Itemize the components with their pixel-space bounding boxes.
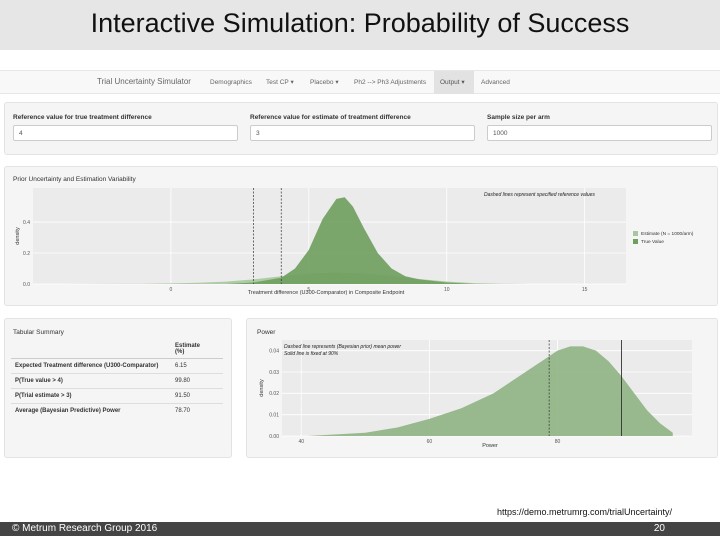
legend-swatch-estimate — [633, 231, 638, 236]
power-density-chart: 40 60 80 0.00 0.01 0.02 0.03 0.04 Dashed line r… — [259, 340, 692, 449]
power-panel-title: Power — [257, 329, 276, 336]
power-y-tick-label: 0.02 — [269, 391, 279, 397]
prior-density-chart: 0 5 10 15 0.0 0.2 0.4 Dashed lines represent s… — [15, 188, 694, 296]
prior-tick-labels: 0 5 10 15 0.0 0.2 0.4 — [23, 220, 588, 293]
nav-advanced-label: Advanced — [481, 79, 510, 86]
slide-title: Interactive Simulation: Probability of S… — [90, 8, 630, 38]
app-brand[interactable]: Trial Uncertainty Simulator — [97, 77, 191, 86]
summary-row-label: P(Trial estimate > 3) — [11, 388, 171, 404]
prior-y-axis-title: density — [15, 227, 21, 245]
summary-header-line1: Estimate — [175, 343, 201, 349]
prior-x-tick-label: 10 — [444, 287, 450, 293]
table-row: Average (Bayesian Predictive) Power 78.70 — [11, 403, 223, 418]
power-annotation-line2: Solid line is fixed at 90% — [284, 351, 339, 357]
prior-reference-lines — [253, 188, 282, 284]
app-navbar: Trial Uncertainty Simulator Demographics… — [0, 70, 720, 94]
legend-label-estimate: Estimate (N = 1000/arm) — [641, 231, 694, 237]
power-annotation-line1: Dashed line represents (Bayesian prior) … — [284, 344, 401, 350]
nav-output[interactable]: Output ▾ — [434, 71, 474, 94]
legend-swatch-true-value — [633, 239, 638, 244]
nav-ph2-ph3-label: Ph2 --> Ph3 Adjustments — [354, 79, 427, 86]
inputs-panel: Reference value for true treatment diffe… — [4, 102, 718, 155]
est-diff-label: Reference value for estimate of treatmen… — [250, 114, 411, 121]
power-density-area-0 — [307, 346, 673, 436]
nav-demographics[interactable]: Demographics — [210, 71, 260, 94]
true-diff-label: Reference value for true treatment diffe… — [13, 114, 152, 121]
power-density-areas — [307, 346, 673, 436]
prior-x-tick-label: 5 — [307, 287, 310, 293]
summary-row-label: Expected Treatment difference (U300-Comp… — [11, 358, 171, 374]
power-y-tick-label: 0.04 — [269, 348, 279, 354]
power-y-axis-title: density — [259, 379, 265, 397]
prior-density-area-1 — [226, 197, 475, 284]
power-x-tick-label: 60 — [427, 439, 433, 445]
title-bar: Interactive Simulation: Probability of S… — [0, 0, 720, 50]
chevron-down-icon: ▾ — [461, 79, 465, 86]
nav-ph2-ph3-adjustments[interactable]: Ph2 --> Ph3 Adjustments — [354, 71, 434, 94]
summary-header-estimate: Estimate (%) — [171, 340, 223, 359]
est-diff-input[interactable] — [250, 125, 475, 141]
prior-density-areas — [60, 197, 613, 284]
summary-header-blank — [11, 340, 171, 359]
summary-row-value: 78.70 — [171, 403, 223, 418]
power-reference-lines — [548, 340, 622, 436]
power-x-axis-title: Power — [482, 443, 498, 449]
true-diff-input[interactable] — [13, 125, 238, 141]
power-x-tick-label: 80 — [555, 439, 561, 445]
summary-header-line2: (%) — [175, 349, 185, 355]
slide-footer: © Metrum Research Group 2016 20 — [0, 522, 720, 536]
nav-placebo[interactable]: Placebo ▾ — [310, 71, 350, 94]
summary-header-row: Estimate (%) — [11, 340, 223, 359]
chevron-down-icon: ▾ — [290, 79, 294, 86]
prior-x-axis-title: Treatment difference (U300-Comparator) i… — [248, 290, 405, 296]
summary-row-value: 91.50 — [171, 388, 223, 404]
nav-advanced[interactable]: Advanced — [481, 71, 521, 94]
prior-annotation: Dashed lines represent specified referen… — [484, 192, 595, 198]
power-y-tick-label: 0.03 — [269, 370, 279, 376]
prior-x-tick-label: 15 — [582, 287, 588, 293]
chevron-down-icon: ▾ — [335, 79, 339, 86]
source-url[interactable]: https://demo.metrumrg.com/trialUncertain… — [497, 507, 673, 517]
prior-y-tick-label: 0.0 — [23, 282, 30, 288]
table-row: P(Trial estimate > 3) 91.50 — [11, 388, 223, 404]
nav-demographics-label: Demographics — [210, 79, 252, 86]
table-row: P(True value > 4) 99.80 — [11, 373, 223, 389]
prior-y-tick-label: 0.2 — [23, 251, 30, 257]
summary-title: Tabular Summary — [13, 329, 64, 336]
summary-table: Estimate (%) Expected Treatment differenc… — [11, 340, 223, 418]
copyright-text: © Metrum Research Group 2016 — [12, 523, 158, 534]
power-y-tick-label: 0.00 — [269, 434, 279, 440]
page-number: 20 — [653, 523, 665, 534]
prior-x-tick-label: 0 — [170, 287, 173, 293]
sample-size-label: Sample size per arm — [487, 114, 550, 121]
legend-label-true-value: True Value — [641, 239, 664, 245]
nav-output-label: Output — [440, 79, 460, 86]
summary-row-value: 99.80 — [171, 373, 223, 389]
power-tick-labels: 40 60 80 0.00 0.01 0.02 0.03 0.04 — [269, 348, 560, 445]
prior-panel-title: Prior Uncertainty and Estimation Variabi… — [13, 176, 136, 183]
nav-placebo-label: Placebo — [310, 79, 334, 86]
nav-test-cp[interactable]: Test CP ▾ — [266, 71, 306, 94]
power-y-tick-label: 0.01 — [269, 412, 279, 418]
sample-size-input[interactable] — [487, 125, 712, 141]
summary-row-value: 6.15 — [171, 358, 223, 374]
summary-row-label: P(True value > 4) — [11, 373, 171, 389]
summary-row-label: Average (Bayesian Predictive) Power — [11, 403, 171, 418]
table-row: Expected Treatment difference (U300-Comp… — [11, 358, 223, 374]
nav-test-cp-label: Test CP — [266, 79, 289, 86]
power-x-tick-label: 40 — [298, 439, 304, 445]
prior-y-tick-label: 0.4 — [23, 220, 30, 226]
